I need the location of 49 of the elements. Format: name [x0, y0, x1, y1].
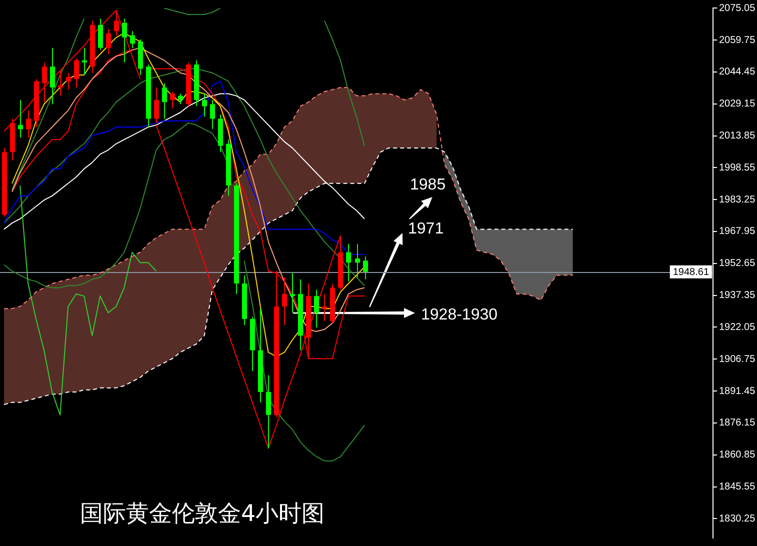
candlestick	[98, 18, 103, 50]
y-tick-label: 1967.95	[719, 226, 756, 238]
candlestick	[130, 30, 135, 48]
candlestick	[170, 91, 175, 109]
candlestick	[162, 82, 167, 120]
candlestick	[74, 58, 79, 88]
y-tick-label: 1830.25	[719, 513, 756, 524]
line-series	[4, 86, 574, 310]
candlestick	[58, 70, 63, 96]
candlestick	[66, 72, 71, 90]
candlestick	[363, 256, 368, 280]
y-tick-label: 1860.85	[719, 450, 756, 461]
candlestick	[154, 86, 159, 124]
candlestick	[314, 289, 319, 328]
y-tick-label: 2059.75	[719, 34, 756, 46]
y-tick-label: 2013.85	[719, 130, 756, 142]
y-tick-label: 2029.15	[719, 98, 756, 110]
candlestick	[18, 99, 23, 138]
y-tick-label: 1845.55	[719, 482, 756, 493]
candlestick	[42, 62, 47, 103]
candlestick	[282, 276, 287, 326]
candlestick	[82, 47, 87, 76]
candlestick	[322, 293, 327, 322]
candlestick	[50, 47, 55, 105]
y-tick-label: 1891.45	[719, 386, 756, 397]
y-tick-label: 1983.25	[719, 194, 756, 206]
candlestick	[106, 28, 111, 55]
candlestick	[210, 99, 215, 130]
y-tick-label: 1876.15	[719, 418, 756, 429]
y-tick-label: 1952.65	[719, 258, 756, 270]
annotation: 1985	[410, 176, 446, 194]
candlestick	[178, 93, 183, 105]
candlestick	[346, 243, 351, 282]
y-tick-label: 2044.45	[719, 66, 756, 78]
candlestick	[202, 93, 207, 118]
annotation: 1971	[408, 220, 444, 238]
y-tick-label: 2075.05	[719, 2, 756, 14]
y-tick-label: 1922.05	[719, 322, 756, 333]
text: 国际黄金伦敦金4小时图	[80, 500, 325, 529]
y-tick-label: 1906.75	[719, 354, 756, 365]
candlestick	[290, 272, 295, 314]
candlestick	[26, 110, 31, 138]
candlestick	[355, 243, 360, 278]
candlestick	[122, 18, 127, 63]
annotation: 1928-1930	[421, 306, 498, 324]
candlestick	[266, 374, 271, 449]
y-tick-label: 1998.55	[719, 162, 756, 174]
ref-line-label: 1948.61	[672, 267, 710, 278]
y-tick-label: 1937.35	[719, 290, 756, 302]
